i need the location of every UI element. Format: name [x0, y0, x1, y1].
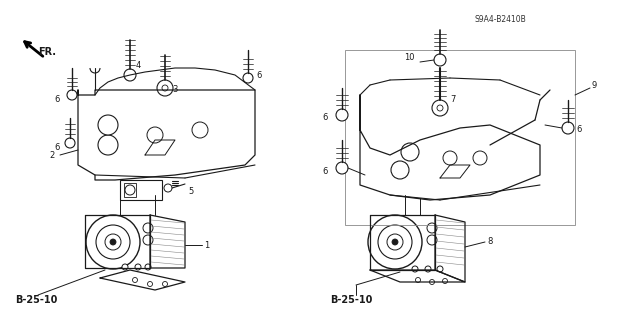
Circle shape: [122, 264, 128, 270]
Circle shape: [157, 80, 173, 96]
Text: 1: 1: [204, 241, 209, 249]
Text: S9A4-B2410B: S9A4-B2410B: [474, 16, 526, 25]
Circle shape: [336, 109, 348, 121]
Text: 8: 8: [487, 238, 492, 247]
Text: 5: 5: [188, 187, 193, 196]
Circle shape: [65, 138, 75, 148]
Circle shape: [86, 215, 140, 269]
Circle shape: [434, 54, 446, 66]
Circle shape: [368, 215, 422, 269]
Circle shape: [473, 151, 487, 165]
Circle shape: [135, 264, 141, 270]
Bar: [345, 50, 575, 225]
Circle shape: [147, 281, 152, 286]
Circle shape: [427, 235, 437, 245]
Circle shape: [427, 223, 437, 233]
Circle shape: [143, 235, 153, 245]
Circle shape: [143, 223, 153, 233]
Circle shape: [98, 115, 118, 135]
Text: 6: 6: [576, 125, 581, 135]
Text: 2: 2: [50, 151, 55, 160]
Circle shape: [437, 105, 443, 111]
Text: 4: 4: [136, 62, 141, 70]
Circle shape: [562, 122, 574, 134]
Circle shape: [125, 185, 135, 195]
Text: FR.: FR.: [38, 47, 56, 57]
Circle shape: [387, 234, 403, 250]
Bar: [124, 183, 136, 197]
Circle shape: [415, 278, 420, 283]
Text: B-25-10: B-25-10: [330, 295, 372, 305]
Text: 10: 10: [404, 53, 415, 62]
Circle shape: [124, 69, 136, 81]
Circle shape: [392, 239, 398, 245]
Text: 6: 6: [54, 144, 60, 152]
Circle shape: [98, 135, 118, 155]
Circle shape: [401, 143, 419, 161]
Circle shape: [378, 225, 412, 259]
Circle shape: [437, 266, 443, 272]
Circle shape: [162, 85, 168, 91]
Bar: [120, 180, 162, 200]
Circle shape: [67, 90, 77, 100]
Circle shape: [442, 278, 447, 284]
Circle shape: [336, 162, 348, 174]
Circle shape: [425, 266, 431, 272]
Circle shape: [192, 122, 208, 138]
Circle shape: [443, 151, 457, 165]
Text: 6: 6: [323, 167, 328, 176]
Circle shape: [163, 281, 168, 286]
Text: 6: 6: [323, 114, 328, 122]
Text: 6: 6: [54, 95, 60, 105]
Circle shape: [243, 73, 253, 83]
Text: 9: 9: [592, 80, 597, 90]
Circle shape: [412, 266, 418, 272]
Circle shape: [145, 264, 151, 270]
Circle shape: [132, 278, 138, 283]
Circle shape: [429, 279, 435, 285]
Circle shape: [391, 161, 409, 179]
Circle shape: [432, 100, 448, 116]
Circle shape: [110, 239, 116, 245]
Circle shape: [147, 127, 163, 143]
Circle shape: [105, 234, 121, 250]
Text: 7: 7: [450, 95, 456, 105]
Circle shape: [96, 225, 130, 259]
Text: B-25-10: B-25-10: [15, 295, 58, 305]
Text: 6: 6: [256, 70, 261, 79]
Circle shape: [164, 184, 172, 192]
Text: 3: 3: [172, 85, 177, 94]
